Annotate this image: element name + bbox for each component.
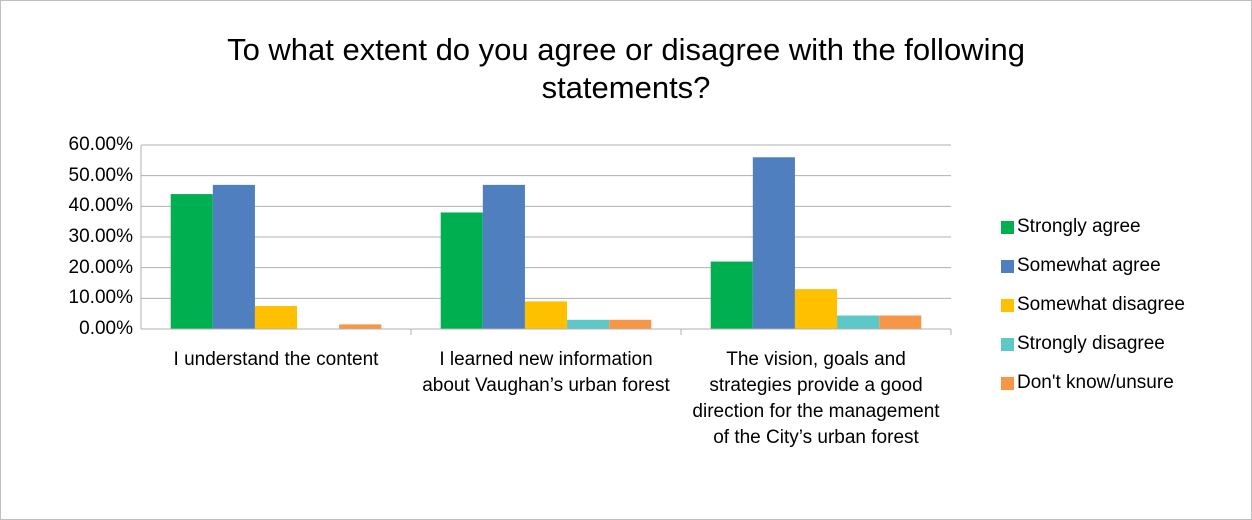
bar	[482, 184, 525, 329]
legend-swatch	[1001, 260, 1014, 273]
bar	[752, 157, 795, 329]
bar	[879, 315, 922, 329]
bar	[609, 319, 652, 329]
legend-label: Somewhat disagree	[1017, 294, 1185, 315]
bar	[837, 315, 880, 329]
bar	[170, 194, 213, 329]
bar	[212, 184, 255, 329]
y-tick-label: 10.00%	[68, 287, 133, 309]
y-tick-label: 0.00%	[79, 318, 133, 339]
legend-swatch	[1001, 338, 1014, 351]
y-tick-label: 60.00%	[68, 134, 133, 155]
legend-swatch	[1001, 221, 1014, 234]
legend-swatch	[1001, 299, 1014, 312]
legend-label: Strongly disagree	[1017, 333, 1165, 354]
y-tick-label: 30.00%	[68, 226, 133, 247]
bar	[254, 306, 298, 329]
chart-title: To what extent do you agree or disagree …	[227, 32, 1025, 105]
bar	[794, 289, 838, 329]
bar	[710, 261, 753, 329]
x-tick-label: The vision, goals and strategies provide…	[692, 349, 940, 448]
y-tick-label: 50.00%	[68, 164, 133, 186]
legend-swatch	[1001, 377, 1014, 390]
x-tick-label: I understand the content	[173, 349, 379, 370]
bar	[440, 212, 483, 329]
bar	[339, 324, 382, 329]
bar	[567, 319, 610, 329]
bar	[524, 301, 568, 329]
y-tick-label: 40.00%	[68, 195, 133, 217]
legend-label: Don't know/unsure	[1017, 372, 1174, 393]
x-tick-label: I learned new information about Vaughan’…	[422, 349, 670, 396]
legend-label: Strongly agree	[1017, 216, 1141, 237]
y-tick-label: 20.00%	[68, 256, 133, 278]
legend-label: Somewhat agree	[1017, 255, 1161, 276]
